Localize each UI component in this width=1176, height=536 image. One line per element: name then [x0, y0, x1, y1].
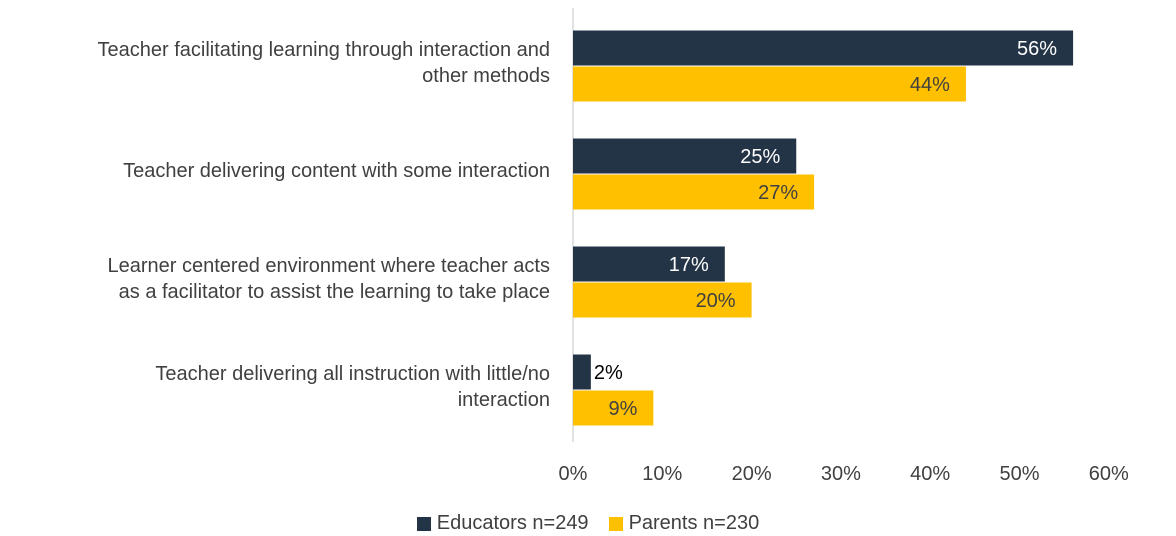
legend-item-parents: Parents n=230	[608, 512, 760, 535]
x-tick-label: 60%	[1089, 463, 1129, 485]
x-tick-label: 30%	[821, 463, 861, 485]
bar-parents-2	[573, 174, 815, 210]
category-label-line: Teacher facilitating learning through in…	[97, 39, 550, 61]
category-label: Learner centered environment where teach…	[0, 253, 550, 305]
category-label-line: Learner centered environment where teach…	[107, 255, 550, 277]
data-label-educators-2: 25%	[740, 146, 780, 168]
legend-label: Educators n=249	[436, 512, 589, 534]
category-label-line: other methods	[422, 65, 550, 87]
data-label-educators-3: 17%	[669, 254, 709, 276]
bar-parents-1	[573, 66, 966, 102]
category-label-line: Teacher delivering all instruction with …	[155, 363, 550, 385]
legend-swatch	[608, 516, 623, 531]
x-tick-label: 20%	[732, 463, 772, 485]
bar-parents-4	[573, 390, 654, 426]
x-tick-label: 0%	[559, 463, 588, 485]
data-label-parents-3: 20%	[696, 290, 736, 312]
data-label-educators-4: 2%	[594, 362, 623, 384]
x-tick-label: 40%	[910, 463, 950, 485]
legend-label: Parents n=230	[628, 512, 760, 534]
category-label: Teacher delivering all instruction with …	[0, 361, 550, 413]
bar-parents-3	[573, 282, 752, 318]
bar-educators-1	[573, 30, 1074, 66]
bar-educators-4	[573, 354, 591, 390]
legend-item-educators: Educators n=249	[416, 512, 589, 535]
x-tick-label: 50%	[999, 463, 1039, 485]
data-label-parents-4: 9%	[608, 398, 637, 420]
legend-swatch	[416, 516, 431, 531]
legend: Educators n=249 Parents n=230	[0, 512, 1176, 535]
bar-educators-2	[573, 138, 797, 174]
data-label-parents-2: 27%	[758, 182, 798, 204]
category-label-line: as a facilitator to assist the learning …	[118, 281, 550, 303]
category-label-line: Teacher delivering content with some int…	[123, 160, 550, 182]
category-label-line: interaction	[457, 389, 550, 411]
bar-educators-3	[573, 246, 725, 282]
data-label-educators-1: 56%	[1017, 38, 1057, 60]
category-label: Teacher facilitating learning through in…	[0, 37, 550, 89]
category-label: Teacher delivering content with some int…	[0, 158, 550, 184]
x-tick-label: 10%	[642, 463, 682, 485]
data-label-parents-1: 44%	[910, 74, 950, 96]
